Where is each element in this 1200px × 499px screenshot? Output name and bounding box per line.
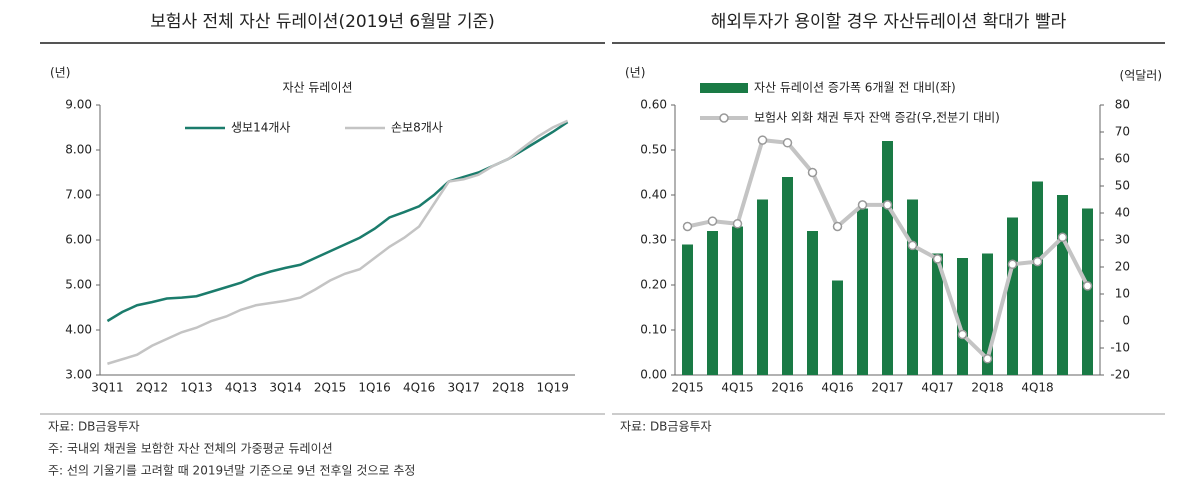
line-marker xyxy=(882,200,893,210)
line-marker xyxy=(1057,232,1068,243)
bar xyxy=(882,141,893,375)
y-unit: (년) xyxy=(50,66,70,80)
legend-marker xyxy=(719,113,729,123)
bar xyxy=(732,226,743,375)
x-tick-label: 4Q16 xyxy=(821,381,853,395)
bar xyxy=(782,177,793,375)
y-tick-label: 3.00 xyxy=(65,368,92,382)
bar xyxy=(957,258,968,375)
y-tick-label: 0.10 xyxy=(640,323,667,337)
y2-tick-label: 50 xyxy=(1115,179,1130,193)
bar xyxy=(757,199,768,375)
line-marker xyxy=(832,221,843,232)
y2-unit: (억달러) xyxy=(1120,69,1162,83)
bar xyxy=(1032,181,1043,375)
bar xyxy=(932,253,943,375)
x-tick-label: 2Q15 xyxy=(314,381,346,395)
y2-tick-label: 10 xyxy=(1115,287,1130,301)
line-marker xyxy=(982,354,993,364)
chart-title: 보험사 전체 자산 듀레이션(2019년 6월말 기준) xyxy=(150,12,495,32)
bar xyxy=(1082,208,1093,375)
x-tick-label: 4Q16 xyxy=(403,381,435,395)
y-tick-label: 0.20 xyxy=(640,278,667,292)
line-marker xyxy=(782,138,793,148)
x-tick-label: 2Q18 xyxy=(971,381,1003,395)
y-tick-label: 5.00 xyxy=(65,278,92,292)
x-tick-label: 2Q15 xyxy=(671,381,703,395)
legend-swatch xyxy=(700,83,748,93)
x-tick-label: 2Q18 xyxy=(492,381,524,395)
y-tick-label: 7.00 xyxy=(65,188,92,202)
x-tick-label: 2Q16 xyxy=(771,381,803,395)
bar xyxy=(982,253,993,375)
footnote: 주: 선의 기울기를 고려할 때 2019년말 기준으로 9년 전후일 것으로 … xyxy=(48,464,415,478)
bar xyxy=(1007,217,1018,375)
subtitle: 자산 듀레이션 xyxy=(282,81,352,95)
x-tick-label: 4Q17 xyxy=(921,381,953,395)
y-unit: (년) xyxy=(625,66,645,80)
chart-title: 해외투자가 용이할 경우 자산듀레이션 확대가 빨라 xyxy=(711,12,1067,32)
line-marker xyxy=(1032,256,1043,267)
y2-tick-label: -20 xyxy=(1110,368,1130,382)
y-tick-label: 0.50 xyxy=(640,143,667,157)
footnote: 주: 국내외 채권을 보함한 자산 전체의 가중평균 듀레이션 xyxy=(48,442,333,456)
y-tick-label: 0.40 xyxy=(640,188,667,202)
line-marker xyxy=(1082,281,1093,291)
y-tick-label: 8.00 xyxy=(65,143,92,157)
x-tick-label: 4Q18 xyxy=(1021,381,1053,395)
footnote: 자료: DB금융투자 xyxy=(48,420,140,434)
y-tick-label: 4.00 xyxy=(65,323,92,337)
line-marker xyxy=(932,254,943,264)
y-tick-label: 0.00 xyxy=(640,368,667,382)
bar xyxy=(832,280,843,375)
y-tick-label: 9.00 xyxy=(65,98,92,112)
y2-tick-label: 60 xyxy=(1115,152,1130,166)
line-marker xyxy=(807,167,818,178)
x-tick-label: 3Q11 xyxy=(91,381,123,395)
y2-tick-label: 30 xyxy=(1115,233,1130,247)
x-tick-label: 2Q12 xyxy=(136,381,168,395)
line-marker xyxy=(732,219,743,229)
line-marker xyxy=(707,216,718,226)
y-tick-label: 0.30 xyxy=(640,233,667,247)
series-line xyxy=(106,121,569,323)
x-tick-label: 2Q17 xyxy=(871,381,903,395)
y2-tick-label: 80 xyxy=(1115,98,1130,112)
bar xyxy=(682,244,693,375)
x-tick-label: 1Q16 xyxy=(358,381,390,395)
legend-label: 보험사 외화 채권 투자 잔액 증감(우,전분기 대비) xyxy=(754,111,1000,125)
y2-tick-label: 0 xyxy=(1122,314,1130,328)
line-marker xyxy=(1007,259,1018,270)
series-line xyxy=(107,119,569,365)
line-marker xyxy=(907,240,918,251)
y2-tick-label: 20 xyxy=(1115,260,1130,274)
legend-label: 손보8개사 xyxy=(391,121,443,135)
line-marker xyxy=(757,135,768,145)
bar xyxy=(907,199,918,375)
x-tick-label: 3Q17 xyxy=(447,381,479,395)
x-tick-label: 1Q19 xyxy=(537,381,569,395)
bar xyxy=(1057,195,1068,375)
bar xyxy=(707,231,718,375)
x-tick-label: 3Q14 xyxy=(269,381,301,395)
x-tick-label: 1Q13 xyxy=(180,381,212,395)
x-tick-label: 4Q15 xyxy=(721,381,753,395)
legend-label: 생보14개사 xyxy=(231,121,290,135)
y-tick-label: 6.00 xyxy=(65,233,92,247)
line-marker xyxy=(857,200,868,210)
line-marker xyxy=(957,329,968,340)
y2-tick-label: -10 xyxy=(1110,341,1130,355)
bar xyxy=(807,231,818,375)
y2-tick-label: 40 xyxy=(1115,206,1130,220)
bar xyxy=(857,208,868,375)
x-tick-label: 4Q13 xyxy=(225,381,257,395)
y-tick-label: 0.60 xyxy=(640,98,667,112)
y2-tick-label: 70 xyxy=(1115,125,1130,139)
footnote: 자료: DB금융투자 xyxy=(620,420,712,434)
legend-label: 자산 듀레이션 증가폭 6개월 전 대비(좌) xyxy=(754,81,956,95)
line-marker xyxy=(682,221,693,232)
